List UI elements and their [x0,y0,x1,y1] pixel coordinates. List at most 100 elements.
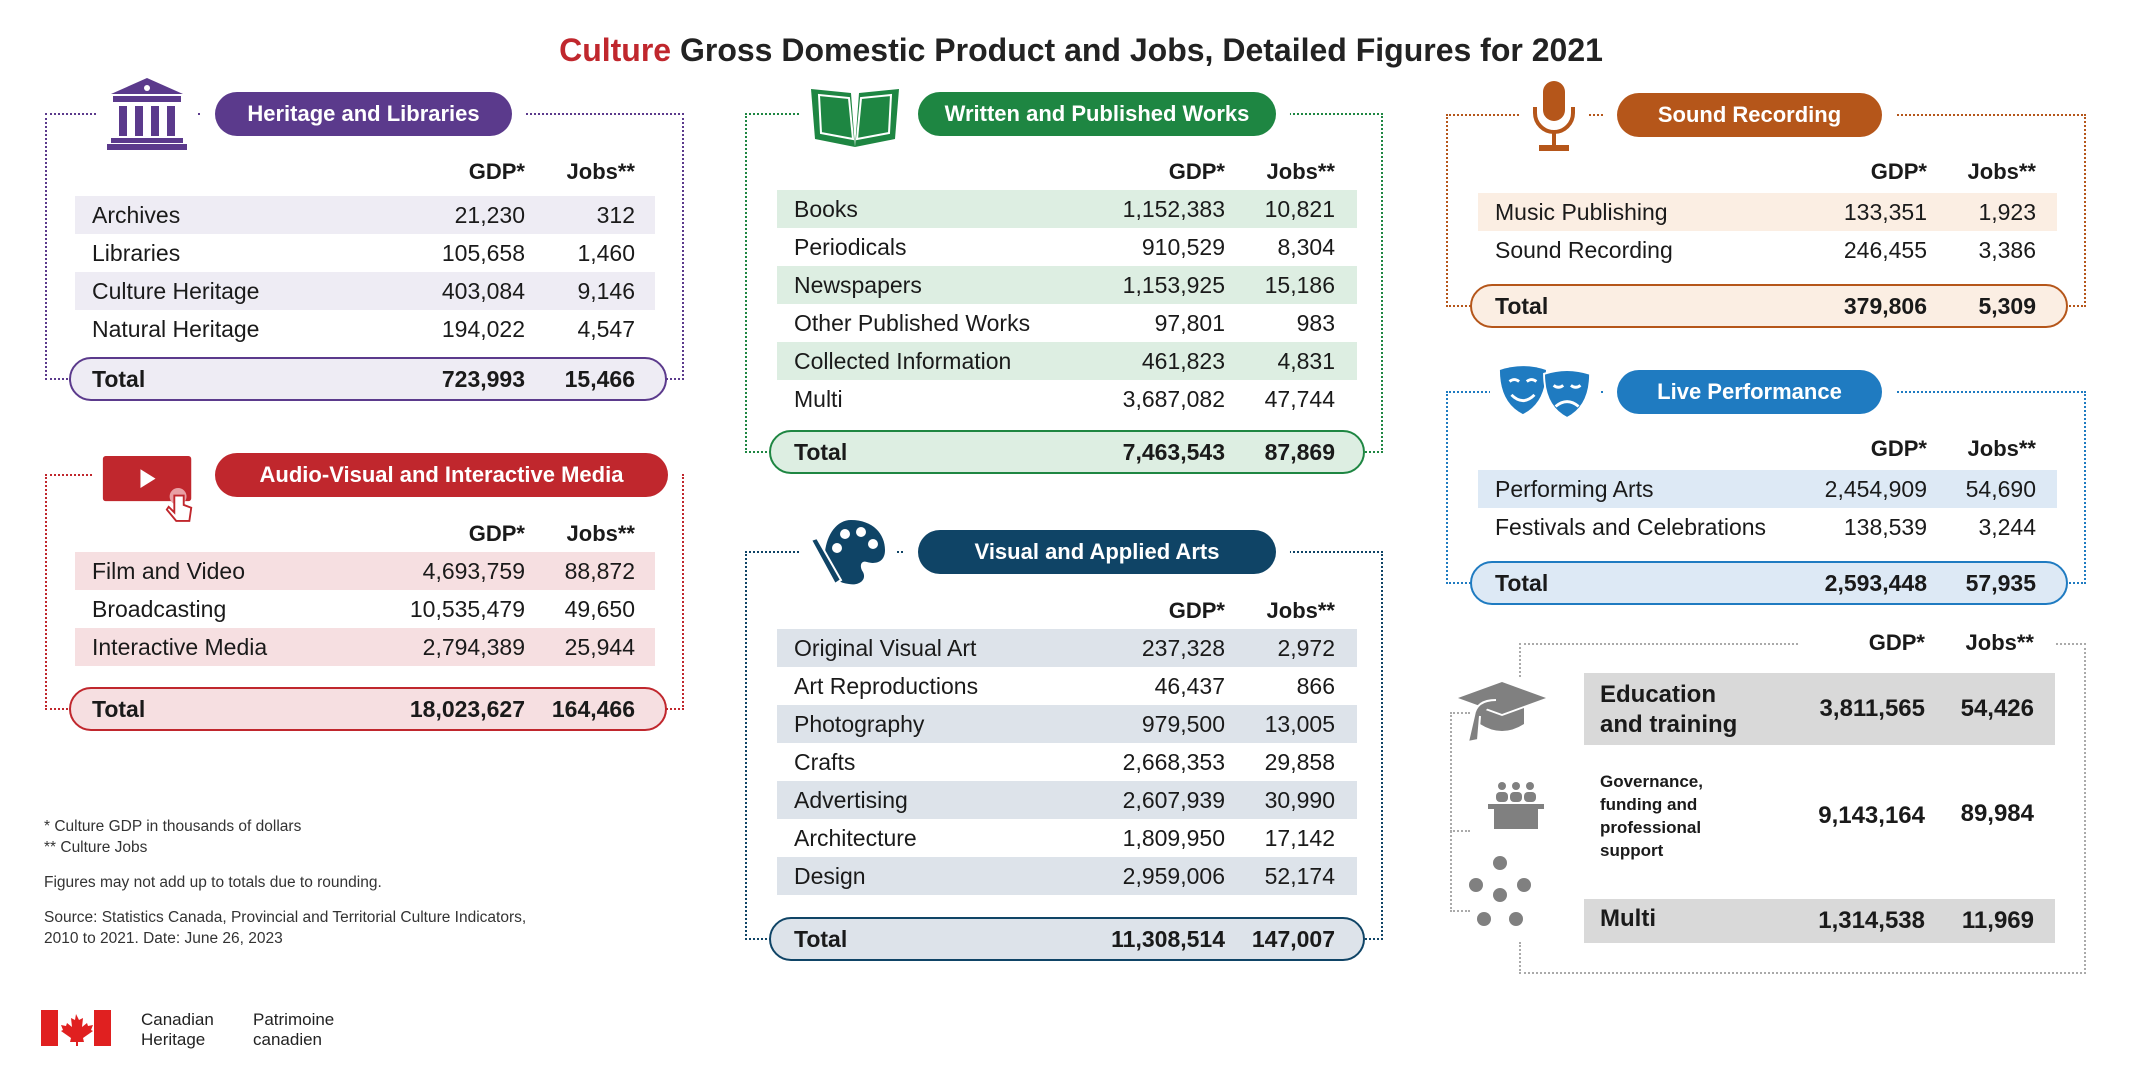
row-label: Collected Information [794,348,1012,374]
data-rows: Original Visual Art 237,328 2,972 Art Repro… [777,629,1357,895]
section-title: Live Performance [1617,370,1882,414]
data-rows: Archives 21,230 312 Libraries 105,658 1,460 Cu… [75,196,655,348]
table-row: Design 2,959,006 52,174 [777,857,1357,895]
jobs-value: 49,650 [564,596,635,622]
table-row: Performing Arts 2,454,909 54,690 [1478,470,2057,508]
column-headers: GDP* Jobs** [1870,159,2036,184]
jobs-value: 983 [1296,310,1335,336]
row-label: Film and Video [92,558,245,584]
table-row: Crafts 2,668,353 29,858 [777,743,1357,781]
jobs-value: 1,923 [1978,199,2036,225]
row-label: Books [794,196,858,222]
jobs-value: 2,972 [1277,635,1335,661]
gdp-value: 3,687,082 [1122,386,1225,412]
table-row: Music Publishing 133,351 1,923 [1478,193,2057,231]
table-row: Photography 979,500 13,005 [777,705,1357,743]
row-label: Festivals and Celebrations [1495,514,1767,540]
microphone-icon [1520,78,1588,154]
gdp-value: 2,668,353 [1122,749,1225,775]
total-row: Total 2,593,448 57,935 [1495,570,2036,596]
jobs-value: 17,142 [1264,825,1335,851]
gdp-value: 97,801 [1154,310,1225,336]
table-row: Periodicals 910,529 8,304 [777,228,1357,266]
gdp-value: 10,535,479 [409,596,525,622]
table-row: Culture Heritage 403,084 9,146 [75,272,655,310]
canada-flag-icon [41,1010,111,1046]
table-row: Advertising 2,607,939 30,990 [777,781,1357,819]
gdp-value: 2,794,389 [422,634,525,660]
column-headers: GDP* Jobs** [1168,598,1335,623]
table-row: Sound Recording 246,455 3,386 [1478,231,2057,269]
jobs-value: 88,872 [564,558,635,584]
total-row: Total 18,023,627 164,466 [92,696,635,722]
table-row: Original Visual Art 237,328 2,972 [777,629,1357,667]
data-rows: Film and Video 4,693,759 88,872 Broadcastin… [75,552,655,666]
table-row: Archives 21,230 312 [75,196,655,234]
gdp-value: 133,351 [1843,199,1927,225]
row-label: Interactive Media [92,634,268,660]
row-label: Design [794,863,866,889]
jobs-value: 312 [596,202,635,228]
total-pill [1470,284,2068,328]
table-row: Natural Heritage 194,022 4,547 [75,310,655,348]
row-label: Photography [794,711,925,737]
palette-icon [799,517,895,589]
gdp-value: 1,152,383 [1122,196,1225,222]
row-label: Multi [794,386,843,412]
row-label: Archives [92,202,181,228]
column-headers: GDP* Jobs** [468,159,635,184]
table-row: Interactive Media 2,794,389 25,944 [75,628,655,666]
other-frame-tick-top [1519,643,1521,677]
table-row: Other Published Works 97,801 983 [777,304,1357,342]
table-row: Art Reproductions 46,437 866 [777,667,1357,705]
total-pill [1470,561,2068,605]
gdp-value: 237,328 [1141,635,1225,661]
section-title: Audio-Visual and Interactive Media [215,453,668,497]
total-pill [69,357,667,401]
row-label: Original Visual Art [794,635,977,661]
gdp-value: 979,500 [1141,711,1225,737]
section-written-published: Written and Published Works GDP* Jobs** B… [745,83,1383,474]
gdp-value: 21,230 [454,202,525,228]
row-label: Periodicals [794,234,907,260]
jobs-value: 29,858 [1264,749,1335,775]
footnotes: * Culture GDP in thousands of dollars **… [44,818,527,947]
gdp-value: 194,022 [441,316,525,342]
jobs-value: 9,146 [577,278,635,304]
total-pill [69,687,667,731]
total-row: Total 11,308,514 147,007 [794,926,1335,952]
jobs-value: 54,690 [1965,476,2036,502]
table-row: Multi 3,687,082 47,744 [777,380,1357,418]
play-video-icon [93,450,203,526]
other-bracket [1450,712,1470,912]
governance-panel-icon [1488,780,1544,835]
section-sound-recording: Sound Recording GDP* Jobs** Music Publish… [1446,78,2086,328]
other-frame-tick-bottom [1519,942,1521,974]
other-bracket-mid [1450,830,1470,832]
museum-icon [97,75,197,151]
jobs-value: 10,821 [1264,196,1335,222]
jobs-value: 1,460 [577,240,635,266]
row-label: Broadcasting [92,596,227,622]
section-live-performance: Live Performance GDP* Jobs** Performing A… [1446,361,2086,605]
section-title: Visual and Applied Arts [918,530,1276,574]
jobs-value: 15,186 [1264,272,1335,298]
column-headers: GDP* Jobs** [1870,436,2036,461]
table-row: Books 1,152,383 10,821 [777,190,1357,228]
table-row: Collected Information 461,823 4,831 [777,342,1357,380]
row-label: Performing Arts [1495,476,1654,502]
total-row: Total 379,806 5,309 [1495,293,2036,319]
row-governance: Governance, funding and professional sup… [1600,772,2034,860]
table-row: Newspapers 1,153,925 15,186 [777,266,1357,304]
section-audio-visual: Audio-Visual and Interactive Media GDP* J… [45,450,684,731]
row-label: Sound Recording [1495,237,1673,263]
column-headers: GDP* Jobs** [468,521,635,546]
gdp-value: 2,607,939 [1122,787,1225,813]
theatre-masks-icon [1490,361,1600,425]
data-rows: Music Publishing 133,351 1,923 Sound Record… [1478,193,2057,269]
total-row: Total 7,463,543 87,869 [794,439,1335,465]
row-label: Other Published Works [794,310,1031,336]
section-title: Heritage and Libraries [215,92,512,136]
canadian-heritage-logo: Canadian Heritage Patrimoine canadien [41,1010,334,1050]
total-pill [769,430,1365,474]
